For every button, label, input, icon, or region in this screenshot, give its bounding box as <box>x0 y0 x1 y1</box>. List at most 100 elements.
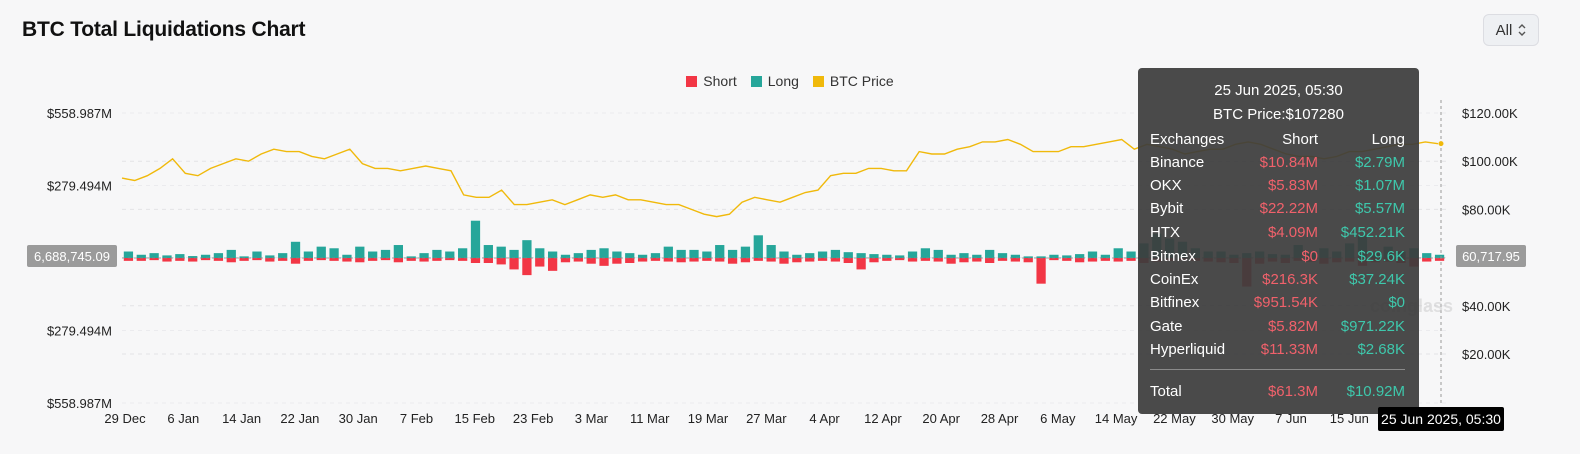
short-bar <box>1113 258 1123 262</box>
exchange-name: Bitfinex <box>1150 294 1200 311</box>
crosshair-right-value: 60,717.95 <box>1456 245 1526 267</box>
x-axis-tick-label: 30 Jan <box>339 411 378 426</box>
x-axis-tick-label: 27 Mar <box>746 411 787 426</box>
long-bar <box>573 253 583 258</box>
short-bar <box>972 258 982 262</box>
short-bar <box>509 258 519 270</box>
tooltip-row-gate: Gate $5.82M $971.22K <box>1150 318 1405 338</box>
long-bar <box>792 254 802 258</box>
short-bar <box>1062 258 1072 261</box>
short-bar <box>843 258 853 263</box>
x-axis-tick-label: 29 Dec <box>104 411 146 426</box>
long-bar <box>239 256 249 258</box>
long-value: $971.22K <box>1340 318 1405 335</box>
tooltip-header-row: Exchanges Short Long <box>1150 131 1405 151</box>
short-bar <box>560 258 571 263</box>
exchange-name: Bybit <box>1150 200 1184 217</box>
x-axis-tick-label: 30 May <box>1211 411 1254 426</box>
short-bar <box>869 258 879 263</box>
short-bar <box>239 258 249 261</box>
long-bar <box>1049 254 1059 258</box>
short-value: $22.22M <box>1259 200 1318 217</box>
short-bar <box>830 258 841 262</box>
right-axis-tick-label: $120.00K <box>1462 106 1518 121</box>
long-bar <box>985 249 995 258</box>
short-bar <box>1422 258 1432 262</box>
chart-legend: Short Long BTC Price <box>0 73 1580 89</box>
short-bar <box>663 258 673 262</box>
left-axis-tick-label: $558.987M <box>47 106 112 121</box>
x-axis-tick-label: 20 Apr <box>922 411 960 426</box>
legend-label-long: Long <box>767 73 799 89</box>
long-bar <box>188 256 198 258</box>
long-bar <box>483 245 493 258</box>
exchange-name: Hyperliquid <box>1150 341 1226 358</box>
long-value: $5.57M <box>1354 200 1405 217</box>
long-bar <box>509 249 519 258</box>
short-bar <box>303 258 314 261</box>
long-bar <box>972 254 982 258</box>
long-bar <box>1010 254 1021 258</box>
short-bar <box>458 258 468 261</box>
tooltip-date: 25 Jun 2025, 05:30 <box>1214 82 1343 99</box>
long-bar <box>419 253 429 258</box>
short-bar <box>856 258 866 270</box>
x-axis-tick-label: 7 Feb <box>400 411 433 426</box>
legend-item-short[interactable]: Short <box>686 73 737 89</box>
x-axis-tick-label: 19 Mar <box>688 411 729 426</box>
crosshair-left-value: 6,688,745.09 <box>27 245 117 267</box>
long-bar <box>175 254 185 258</box>
long-bar <box>406 256 416 258</box>
legend-item-btc-price[interactable]: BTC Price <box>812 73 894 89</box>
short-bar <box>946 258 956 264</box>
long-bar <box>445 251 455 258</box>
long-bar <box>265 255 275 258</box>
total-long-value: $10.92M <box>1346 383 1405 400</box>
short-bar <box>637 258 648 262</box>
long-bar <box>676 249 686 258</box>
short-bar <box>1049 258 1059 261</box>
x-axis-tick-label: 14 Jan <box>222 411 261 426</box>
short-bar <box>470 258 481 263</box>
x-axis-tick-label: 11 Mar <box>630 411 670 426</box>
long-value: $0 <box>1388 294 1405 311</box>
time-range-label: All <box>1495 21 1513 39</box>
short-bar <box>496 258 506 265</box>
short-bar <box>316 258 326 261</box>
time-range-select[interactable]: All <box>1483 14 1539 46</box>
short-bar <box>625 258 635 263</box>
long-bar <box>393 245 403 258</box>
long-value: $2.68K <box>1357 341 1405 358</box>
short-bar <box>406 258 416 261</box>
long-bar <box>586 249 596 258</box>
short-bar <box>997 258 1008 261</box>
tooltip-row-binance: Binance $10.84M $2.79M <box>1150 154 1405 174</box>
short-bar <box>329 258 339 261</box>
crosshair-point <box>1438 141 1444 147</box>
long-bar <box>1087 251 1098 258</box>
long-bar <box>817 251 828 258</box>
x-axis-tick-label: 4 Apr <box>809 411 840 426</box>
legend-swatch-short <box>686 75 698 87</box>
short-bar <box>933 258 943 262</box>
short-bar <box>650 258 661 261</box>
short-bar <box>368 258 378 261</box>
short-bar <box>1087 258 1098 262</box>
short-bar <box>599 258 609 266</box>
short-bar <box>290 258 301 264</box>
legend-item-long[interactable]: Long <box>750 73 799 89</box>
short-bar <box>586 258 596 264</box>
long-bar <box>1062 255 1072 258</box>
short-bar <box>805 258 815 262</box>
x-axis-tick-label: 3 Mar <box>575 411 609 426</box>
short-bar <box>136 258 146 261</box>
long-bar <box>213 253 224 258</box>
short-bar <box>817 258 828 261</box>
short-bar <box>1010 258 1021 262</box>
short-bar <box>1023 258 1033 263</box>
long-value: $2.79M <box>1354 154 1405 171</box>
long-bar <box>843 252 853 258</box>
long-bar <box>766 245 776 258</box>
tooltip-row-bybit: Bybit $22.22M $5.57M <box>1150 200 1405 220</box>
long-bar <box>856 253 866 258</box>
